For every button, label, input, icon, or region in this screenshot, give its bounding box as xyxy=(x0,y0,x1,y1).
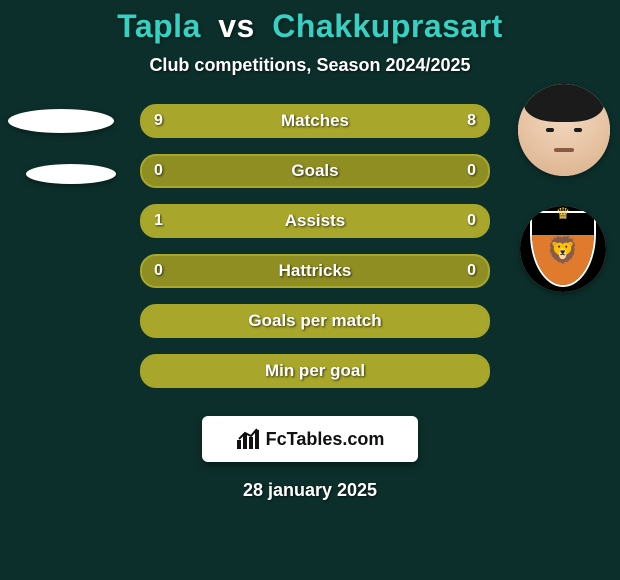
stat-right-value: 0 xyxy=(467,256,476,286)
player-photo-icon xyxy=(518,84,610,176)
stat-label: Min per goal xyxy=(142,356,488,386)
card-title: Tapla vs Chakkuprasart xyxy=(0,0,620,45)
stat-label: Hattricks xyxy=(142,256,488,286)
stat-row: Min per goal xyxy=(140,354,490,388)
stat-left-value: 1 xyxy=(154,206,163,236)
card-subtitle: Club competitions, Season 2024/2025 xyxy=(0,55,620,76)
stat-left-value: 9 xyxy=(154,106,163,136)
stat-row: Matches9 8 xyxy=(140,104,490,138)
card-date: 28 january 2025 xyxy=(0,480,620,501)
stat-right-value: 0 xyxy=(467,206,476,236)
stat-label: Matches xyxy=(142,106,488,136)
stat-left-value: 0 xyxy=(154,256,163,286)
badge-prefix: Fc xyxy=(266,429,287,449)
stat-left-value: 0 xyxy=(154,156,163,186)
crown-icon: ♛ xyxy=(556,206,570,224)
stat-label: Assists xyxy=(142,206,488,236)
player2-avatar xyxy=(518,84,610,176)
lion-icon: 🦁 xyxy=(547,237,579,263)
stat-right-value: 8 xyxy=(467,106,476,136)
stat-label: Goals xyxy=(142,156,488,186)
badge-suffix: Tables.com xyxy=(287,429,385,449)
stat-bars: Matches98Goals00Assists10Hattricks00Goal… xyxy=(140,104,490,404)
stat-row: Goals0 0 xyxy=(140,154,490,188)
stat-row: Assists1 0 xyxy=(140,204,490,238)
chart-icon xyxy=(236,428,260,450)
stat-label: Goals per match xyxy=(142,306,488,336)
stat-right-value: 0 xyxy=(467,156,476,186)
stat-row: Hattricks0 0 xyxy=(140,254,490,288)
title-player-right: Chakkuprasart xyxy=(272,8,503,44)
team-crest-icon: 🦁 ♛ xyxy=(520,206,606,292)
title-vs: vs xyxy=(218,8,255,44)
player1-avatar xyxy=(8,109,114,133)
title-player-left: Tapla xyxy=(117,8,201,44)
player-comparison-card: Tapla vs Chakkuprasart Club competitions… xyxy=(0,0,620,580)
team1-crest xyxy=(26,164,116,184)
stats-section: 🦁 ♛ Matches98Goals00Assists10Hattricks00… xyxy=(0,104,620,394)
badge-text: FcTables.com xyxy=(266,429,385,450)
team2-crest: 🦁 ♛ xyxy=(520,206,606,292)
fctables-badge[interactable]: FcTables.com xyxy=(202,416,418,462)
stat-row: Goals per match xyxy=(140,304,490,338)
